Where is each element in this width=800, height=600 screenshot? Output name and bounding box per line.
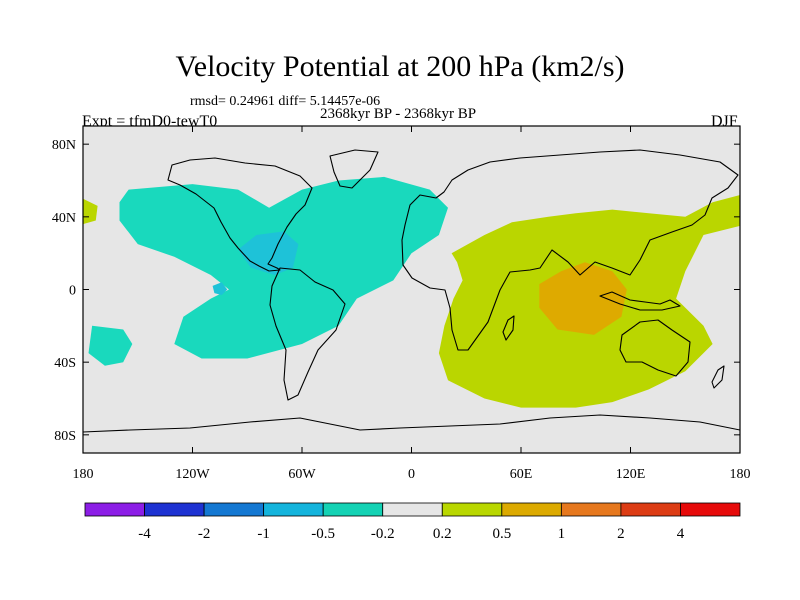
coastline-maritime-continent xyxy=(599,291,681,311)
colorbar: -4 -2 -1 -0.5 -0.2 0.2 0.5 1 2 4 xyxy=(84,502,741,542)
colorbar-label: 2 xyxy=(617,526,625,542)
period-text: 2368kyr BP - 2368kyr BP xyxy=(320,106,477,122)
colorbar-label: 4 xyxy=(677,526,685,542)
colorbar-swatch xyxy=(501,502,562,517)
coastline-south-america xyxy=(269,267,346,401)
colorbar-swatch xyxy=(84,502,145,517)
colorbar-swatch xyxy=(382,502,443,517)
y-tick-label: 40S xyxy=(54,356,76,371)
x-tick-label: 120E xyxy=(616,467,646,482)
positive-region-indian-ocean-core xyxy=(539,262,627,335)
axes: 180 120W 60W 0 60E 120E 180 80N 40N 0 40S 80S xyxy=(52,126,751,482)
stats-text: rmsd= 0.24961 diff= 5.14457e-06 xyxy=(190,94,381,109)
colorbar-label: -4 xyxy=(138,526,151,542)
colorbar-label: -0.5 xyxy=(311,526,335,542)
positive-region-dateline-sliver xyxy=(83,198,98,225)
y-tick-label: 40N xyxy=(52,211,76,226)
coastline-madagascar xyxy=(502,315,515,341)
y-tick-label: 80N xyxy=(52,138,76,153)
colorbar-swatch xyxy=(620,502,681,517)
coastline-eurasia-africa xyxy=(401,149,739,351)
x-tick-label: 120W xyxy=(175,467,210,482)
colorbar-swatch xyxy=(322,502,384,517)
negative-region-caribbean-core xyxy=(238,231,299,275)
x-tick-label: 180 xyxy=(730,467,751,482)
colorbar-swatch xyxy=(144,502,205,517)
coastlines xyxy=(83,149,740,433)
coastline-antarctica xyxy=(83,414,740,433)
negative-region-small-core xyxy=(212,282,228,295)
x-tick-label: 60W xyxy=(288,467,316,482)
colorbar-swatch xyxy=(263,502,324,517)
contour-regions xyxy=(83,176,740,408)
colorbar-swatch xyxy=(441,502,503,517)
negative-region-southwest-pacific xyxy=(88,325,133,366)
colorbar-label: 1 xyxy=(558,526,566,542)
chart-title: Velocity Potential at 200 hPa (km2/s) xyxy=(175,50,625,83)
colorbar-label: 0.2 xyxy=(433,526,452,542)
x-tick-label: 60E xyxy=(510,467,533,482)
coastline-greenland xyxy=(329,149,379,189)
colorbar-label: -2 xyxy=(198,526,211,542)
colorbar-swatch xyxy=(560,502,622,517)
x-tick-label: 180 xyxy=(73,467,94,482)
coastline-north-america xyxy=(167,157,313,272)
coastline-australia xyxy=(619,319,691,377)
coastline-new-zealand xyxy=(711,365,725,389)
colorbar-swatch xyxy=(680,502,741,517)
colorbar-label: 0.5 xyxy=(492,526,511,542)
colorbar-label: -1 xyxy=(257,526,270,542)
colorbar-label: -0.2 xyxy=(371,526,395,542)
y-tick-label: 0 xyxy=(69,284,76,299)
x-tick-label: 0 xyxy=(408,467,415,482)
colorbar-swatch xyxy=(203,502,265,517)
y-tick-label: 80S xyxy=(54,429,76,444)
